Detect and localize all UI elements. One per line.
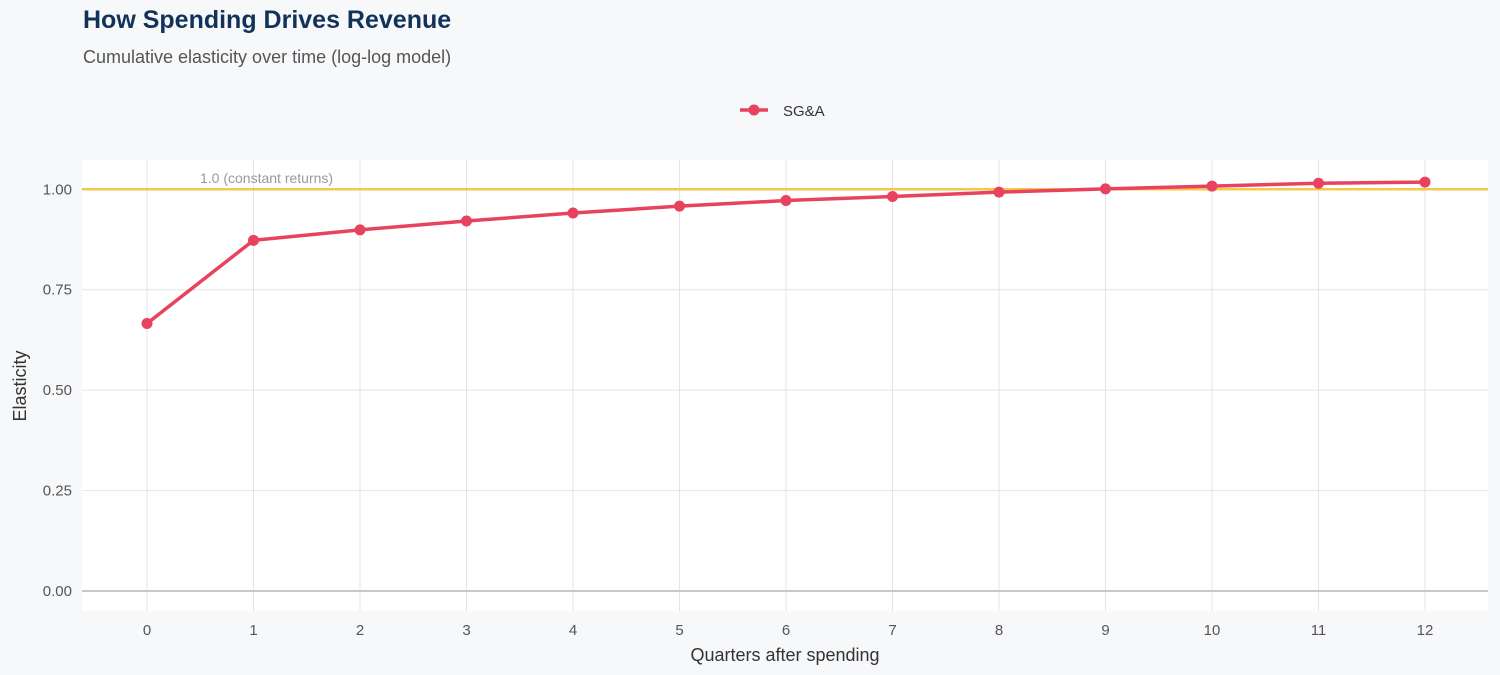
y-tick-label: 0.50: [43, 382, 72, 399]
x-tick-label: 4: [569, 622, 577, 639]
x-tick-label: 0: [143, 622, 151, 639]
x-tick-label: 1: [249, 622, 257, 639]
data-point: [567, 207, 579, 219]
data-point: [1206, 180, 1218, 192]
chart-subtitle: Cumulative elasticity over time (log-log…: [83, 47, 452, 67]
x-axis-title: Quarters after spending: [690, 645, 879, 665]
reference-line-label: 1.0 (constant returns): [200, 170, 333, 186]
data-point: [354, 224, 366, 236]
data-point: [248, 234, 259, 246]
data-point: [461, 215, 472, 227]
data-point: [780, 195, 792, 207]
x-tick-label: 12: [1417, 622, 1434, 639]
y-tick-label: 0.25: [43, 483, 72, 500]
x-tick-label: 11: [1311, 622, 1327, 639]
data-point: [1419, 176, 1431, 188]
chart-title: How Spending Drives Revenue: [83, 6, 452, 34]
data-point: [1313, 177, 1324, 189]
legend-marker: [748, 104, 760, 116]
legend-label: SG&A: [783, 103, 825, 120]
data-point: [674, 200, 685, 212]
data-point: [993, 186, 1005, 198]
x-tick-label: 3: [462, 622, 470, 639]
data-point: [887, 191, 898, 203]
data-point: [1100, 183, 1111, 195]
x-tick-label: 9: [1101, 622, 1109, 639]
data-point: [141, 317, 153, 329]
x-tick-label: 6: [782, 622, 790, 639]
x-tick-label: 10: [1204, 622, 1221, 639]
x-tick-label: 5: [675, 622, 683, 639]
y-tick-label: 0.75: [43, 282, 72, 299]
x-tick-label: 2: [356, 622, 364, 639]
plot-panel: [82, 160, 1488, 611]
x-tick-label: 7: [888, 622, 896, 639]
x-tick-label: 8: [995, 622, 1003, 639]
y-axis-title: Elasticity: [10, 350, 30, 421]
y-tick-label: 1.00: [43, 181, 72, 198]
y-tick-label: 0.00: [43, 583, 72, 600]
